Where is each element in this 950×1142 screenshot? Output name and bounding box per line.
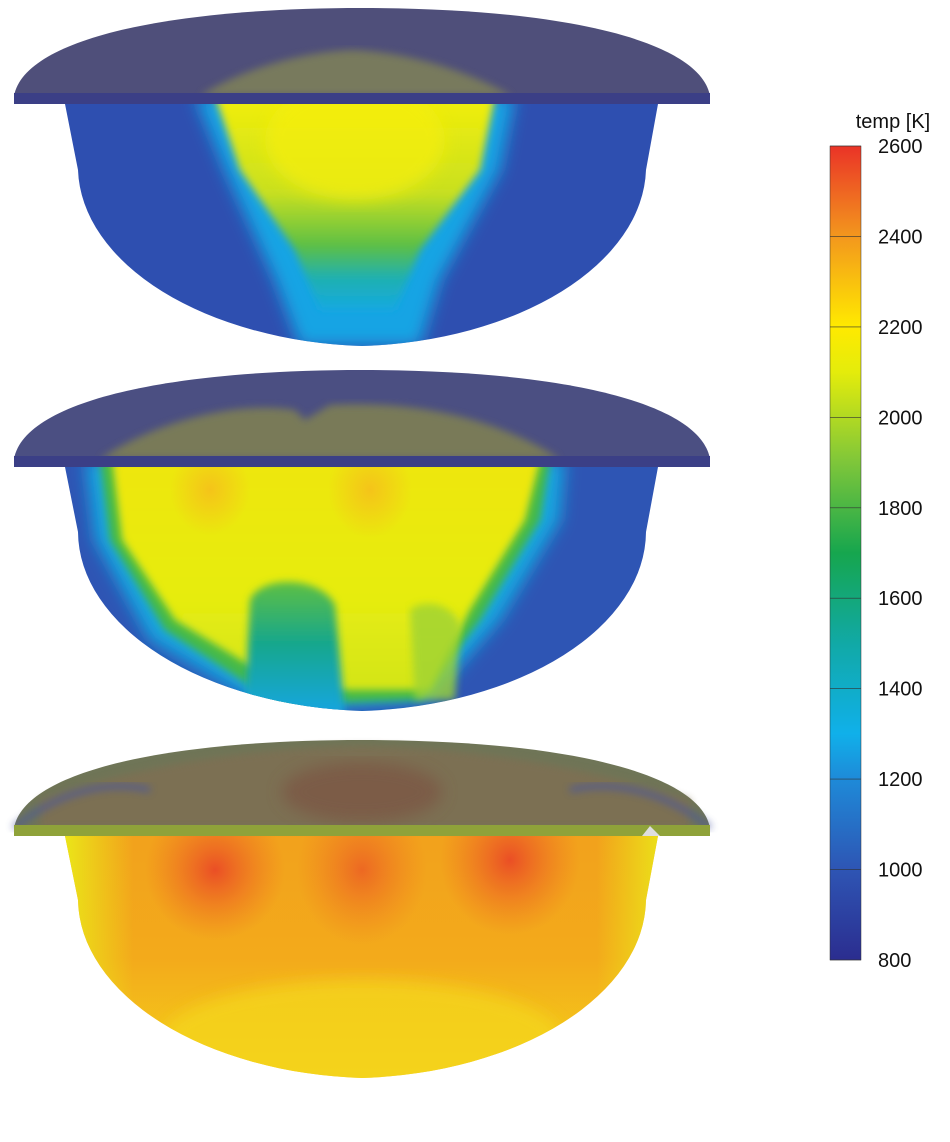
panel-2-bowl: [65, 467, 658, 711]
colorbar-tick-label: 2400: [878, 226, 923, 248]
panel-1-hemisphere: [14, 8, 710, 346]
colorbar-tick-label: 2200: [878, 317, 923, 339]
colorbar-tick-label: 800: [878, 950, 911, 972]
colorbar-ticks: 2600 2400 2200 2000 1800 1600 1400 1200 1000 800: [830, 136, 923, 972]
colorbar-tick-label: 1600: [878, 588, 923, 610]
colorbar: temp [K] 2600 2400 2200 2000 1800 1600 1400 120…: [829, 111, 930, 972]
panel-1-bowl: [65, 104, 658, 346]
colorbar-scale: [829, 145, 862, 961]
panel-3-hemisphere: [12, 740, 712, 1078]
colorbar-tick-label: 1800: [878, 498, 923, 520]
colorbar-tick-label: 2000: [878, 407, 923, 429]
colorbar-tick-label: 1400: [878, 679, 923, 701]
colorbar-tick-label: 1000: [878, 860, 923, 882]
panel-2-hemisphere: [14, 370, 710, 711]
colorbar-title: temp [K]: [856, 111, 930, 133]
colorbar-tick-label: 2600: [878, 136, 923, 158]
colorbar-tick-label: 1200: [878, 769, 923, 791]
